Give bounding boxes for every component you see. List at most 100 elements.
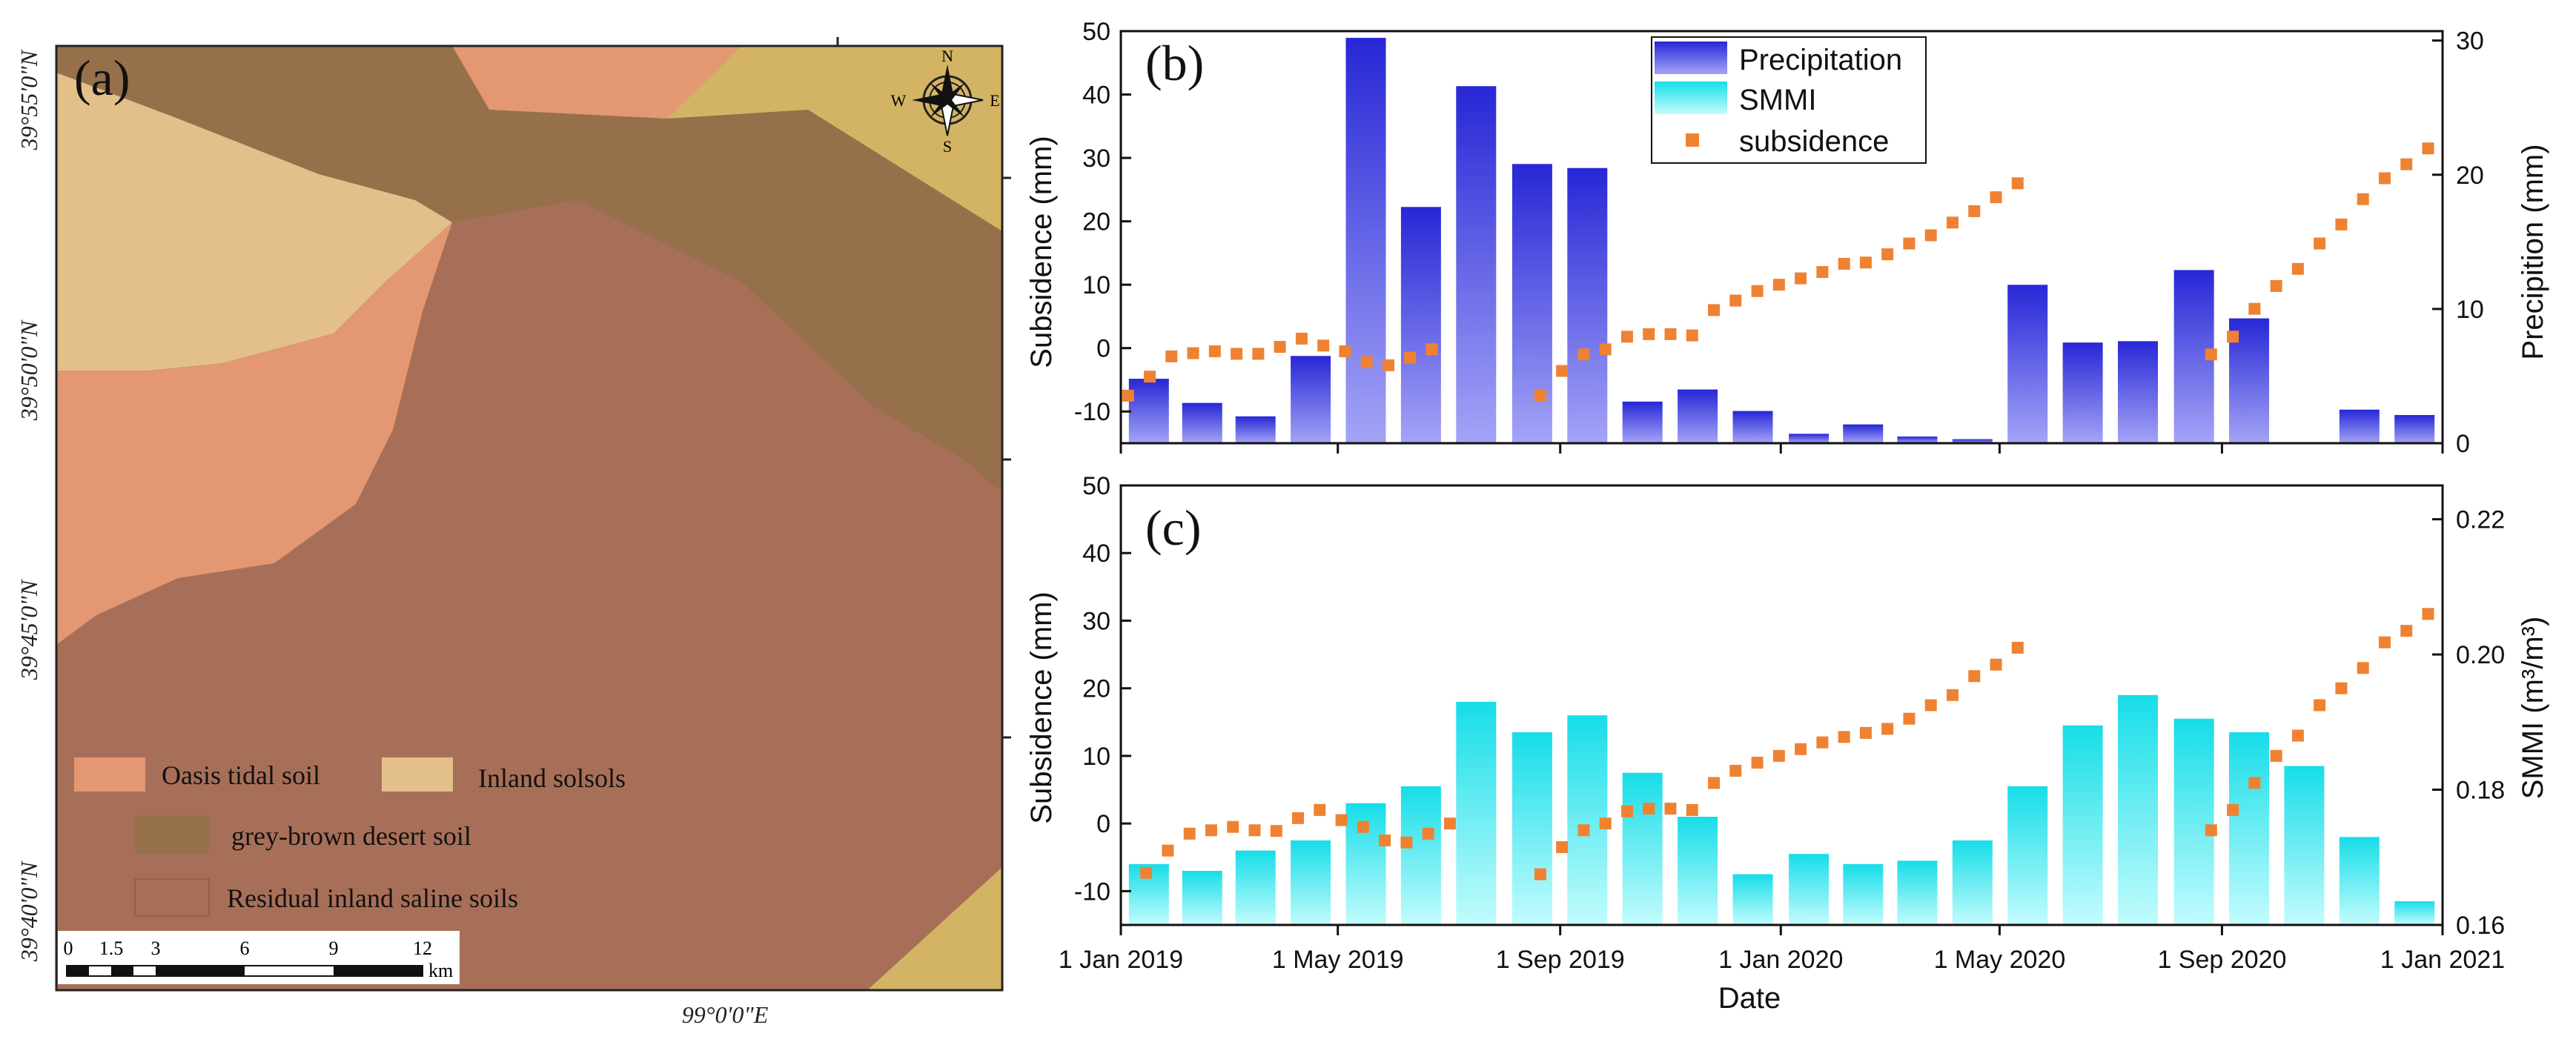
chart-b-axes: -10 0 10 20 30 40 50 0 10 20 30 bbox=[1074, 18, 2484, 458]
subsidence-point-c-37 bbox=[2011, 641, 2024, 654]
map-frame bbox=[55, 44, 1004, 992]
subsidence-point-c-48 bbox=[2422, 608, 2434, 620]
precip-bar-6 bbox=[1456, 86, 1497, 443]
subsidence-point-c-4 bbox=[1227, 820, 1239, 833]
compass-e: E bbox=[990, 91, 999, 110]
subsidence-point-c-32 bbox=[1903, 712, 1916, 725]
precip-bar-9 bbox=[1622, 401, 1663, 443]
subsidence-point-c-43 bbox=[2314, 699, 2326, 711]
subsidence-point-b-43 bbox=[2314, 237, 2326, 250]
scale-tick-4: 9 bbox=[329, 938, 339, 959]
region-grey-brown-desert-soil bbox=[56, 46, 1002, 493]
subsidence-point-b-13 bbox=[1404, 351, 1417, 364]
smmi-bar-7 bbox=[1512, 732, 1552, 925]
chart-c: -10 0 10 20 30 40 50 0.16 0.18 0.20 0.22 1 Jan 2019… bbox=[1025, 472, 2549, 1015]
precip-bar-8 bbox=[1567, 167, 1608, 443]
lat-label-39-40: 39°40'0"N bbox=[16, 860, 42, 962]
smmi-bar-21 bbox=[2284, 766, 2325, 925]
chart-b-ytick-right-label-1: 10 bbox=[2456, 296, 2484, 324]
subsidence-point-b-20 bbox=[1643, 328, 1655, 340]
subsidence-point-b-44 bbox=[2335, 218, 2348, 230]
subsidence-point-b-33 bbox=[1924, 229, 1937, 242]
subsidence-point-b-4 bbox=[1208, 345, 1221, 357]
scale-bar: 0 1.5 3 6 9 12 km bbox=[58, 931, 460, 984]
panel-label-a: (a) bbox=[74, 50, 130, 106]
subsidence-point-b-15 bbox=[1534, 389, 1546, 402]
lat-label-39-45: 39°45'0"N bbox=[16, 579, 42, 680]
subsidence-point-c-12 bbox=[1400, 836, 1413, 849]
chart-b-ytick-left-label-5: 40 bbox=[1082, 82, 1110, 110]
subsidence-point-b-5 bbox=[1231, 348, 1243, 360]
subsidence-point-c-21 bbox=[1664, 803, 1677, 815]
smmi-bar-10 bbox=[1678, 817, 1718, 925]
smmi-bar-15 bbox=[1952, 840, 1993, 925]
legend-swatch-desert bbox=[135, 815, 209, 854]
region-oasis-tidal-soil-west bbox=[56, 222, 452, 645]
subsidence-point-c-18 bbox=[1599, 817, 1612, 830]
subsidence-point-c-29 bbox=[1838, 731, 1850, 743]
region-inland-solsols-west bbox=[56, 73, 452, 371]
chart-b-ytick-left-label-1: 0 bbox=[1096, 335, 1110, 363]
subsidence-point-b-7 bbox=[1274, 340, 1286, 353]
subsidence-point-c-1 bbox=[1162, 844, 1174, 857]
region-inland-solsols-southeast bbox=[867, 867, 1002, 990]
smmi-bar-13 bbox=[1843, 863, 1884, 925]
precip-bar-2 bbox=[1235, 416, 1276, 443]
precip-bar-23 bbox=[2394, 414, 2435, 443]
chart-c-xtick-label-3: 1 Jan 2020 bbox=[1718, 946, 1843, 974]
chart-c-xtick-label-6: 1 Jan 2021 bbox=[2380, 946, 2505, 974]
subsidence-point-c-0 bbox=[1140, 866, 1153, 879]
precip-bar-12 bbox=[1789, 434, 1830, 443]
subsidence-point-b-40 bbox=[2248, 302, 2261, 315]
chart-c-ylabel-left: Subsidence (mm) bbox=[1025, 591, 1058, 823]
precip-bar-22 bbox=[2339, 409, 2380, 443]
precip-bar-18 bbox=[2118, 341, 2159, 443]
chart-c-xtick-label-4: 1 May 2020 bbox=[1934, 946, 2066, 974]
subsidence-point-b-16 bbox=[1556, 365, 1569, 377]
legend-smmi-label: SMMI bbox=[1739, 84, 1816, 116]
smmi-bar-9 bbox=[1622, 772, 1663, 925]
subsidence-point-b-22 bbox=[1686, 329, 1698, 342]
subsidence-point-b-25 bbox=[1751, 285, 1764, 297]
scale-unit: km bbox=[428, 960, 453, 981]
subsidence-point-b-10 bbox=[1339, 345, 1351, 357]
chart-b-ytick-left-label-3: 20 bbox=[1082, 208, 1110, 236]
smmi-bar-18 bbox=[2118, 694, 2159, 925]
subsidence-point-c-10 bbox=[1357, 820, 1369, 833]
scale-tick-0: 0 bbox=[64, 938, 73, 959]
subsidence-point-c-9 bbox=[1335, 814, 1348, 826]
subsidence-point-c-39 bbox=[2227, 803, 2239, 816]
chart-b-ytick-right-label-3: 30 bbox=[2456, 27, 2484, 56]
subsidence-point-c-34 bbox=[1946, 689, 1959, 701]
chart-b-subsidence-points bbox=[1122, 142, 2434, 402]
compass-s: S bbox=[943, 137, 952, 156]
smmi-bar-14 bbox=[1897, 860, 1938, 925]
subsidence-point-c-22 bbox=[1686, 803, 1698, 816]
chart-b-ylabel-right: Precipition (mm) bbox=[2517, 144, 2549, 359]
subsidence-point-b-31 bbox=[1881, 248, 1894, 261]
legend-subsidence-label: subsidence bbox=[1739, 125, 1889, 158]
subsidence-point-c-16 bbox=[1556, 841, 1569, 854]
subsidence-point-c-41 bbox=[2270, 749, 2282, 762]
chart-c-ytick-left-label-1: 0 bbox=[1096, 810, 1110, 838]
chart-b-ytick-left-label-6: 50 bbox=[1082, 18, 1110, 46]
chart-b-ytick-right-label-0: 0 bbox=[2456, 430, 2470, 458]
chart-c-ytick-right-label-0: 0.16 bbox=[2456, 912, 2505, 940]
panel-label-c: (c) bbox=[1145, 500, 1201, 556]
soil-map: 39°55'0"N 39°50'0"N 39°45'0"N 39°40'0"N … bbox=[16, 37, 1011, 1028]
subsidence-point-b-36 bbox=[1990, 191, 2002, 204]
subsidence-point-c-6 bbox=[1270, 825, 1282, 837]
legend-smmi-swatch bbox=[1655, 82, 1727, 114]
subsidence-point-c-27 bbox=[1795, 743, 1807, 755]
subsidence-point-c-40 bbox=[2248, 777, 2261, 789]
lat-label-39-50: 39°50'0"N bbox=[16, 319, 42, 421]
subsidence-point-b-19 bbox=[1620, 331, 1633, 343]
region-inland-solsols-northeast bbox=[667, 46, 1002, 231]
subsidence-point-b-29 bbox=[1838, 257, 1850, 270]
chart-c-subsidence-points bbox=[1140, 608, 2434, 880]
precip-bar-14 bbox=[1897, 436, 1938, 443]
precip-bar-13 bbox=[1843, 424, 1884, 443]
subsidence-point-b-46 bbox=[2378, 172, 2391, 185]
smmi-bar-1 bbox=[1182, 871, 1222, 925]
